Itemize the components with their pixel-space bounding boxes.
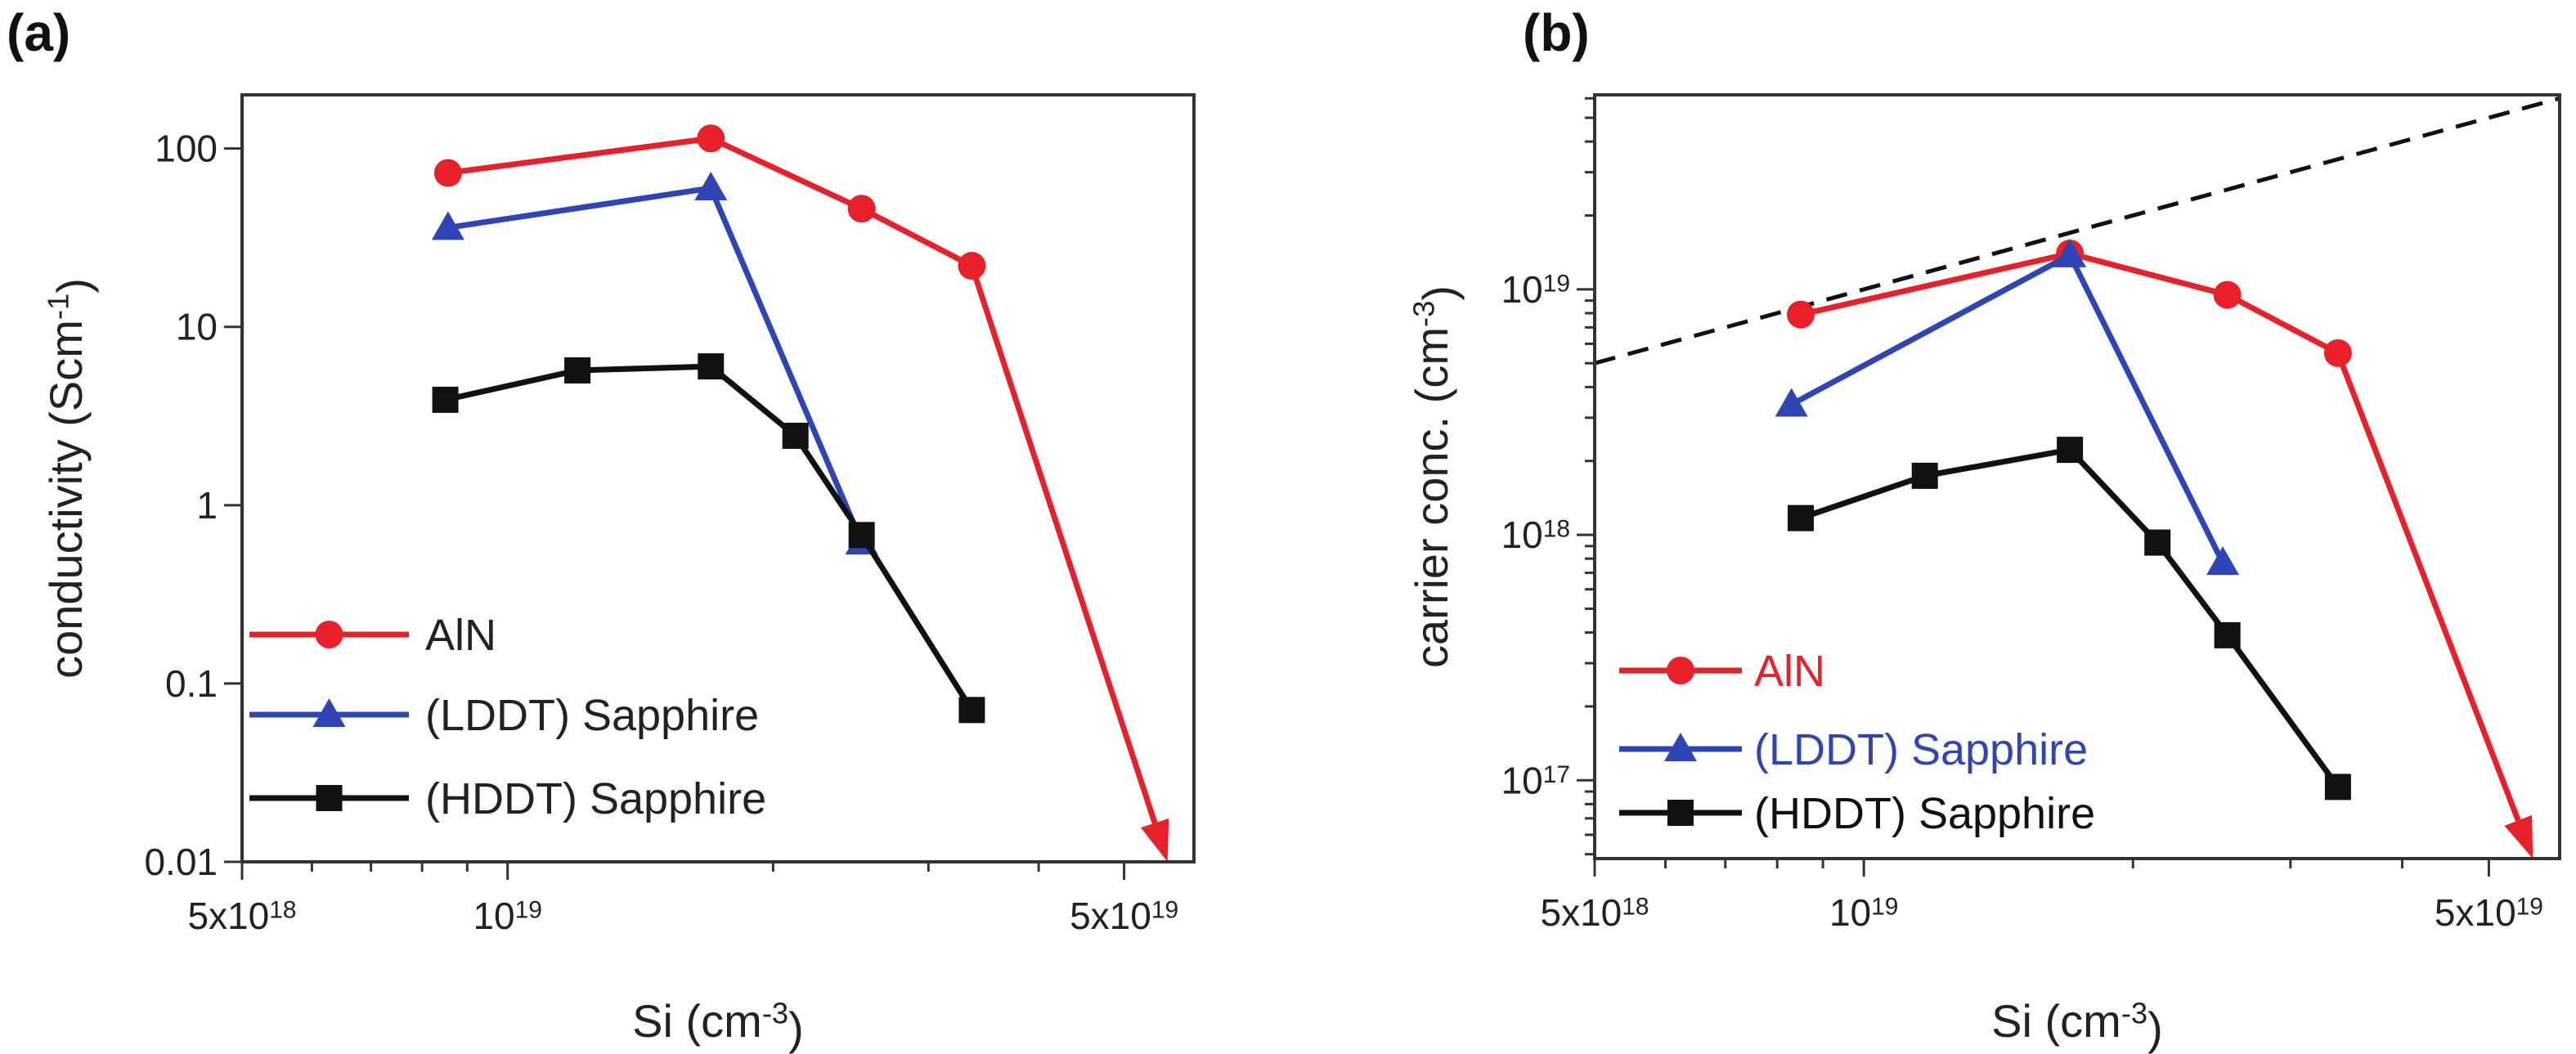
x-tick-label: 5x1018 xyxy=(1541,891,1649,934)
data-point xyxy=(958,697,985,724)
legend-item: (LDDT) Sapphire xyxy=(249,691,759,740)
series-hddt xyxy=(432,353,985,724)
legend-label: (LDDT) Sapphire xyxy=(425,691,759,740)
legend-marker xyxy=(1667,657,1694,684)
x-tick-label: 1019 xyxy=(473,895,541,937)
data-point xyxy=(2214,621,2241,648)
panel-label: (a) xyxy=(7,3,70,62)
series-arrow-head xyxy=(2504,814,2533,859)
data-point xyxy=(2053,238,2087,267)
y-tick-label: 10 xyxy=(176,306,218,348)
data-point xyxy=(2324,774,2351,801)
series-aln xyxy=(1786,240,2533,859)
series-line xyxy=(447,135,974,269)
legend-label: AlN xyxy=(425,611,496,660)
x-tick-label: 5x1019 xyxy=(1070,895,1178,937)
legend: AlN (LDDT) Sapphire (HDDT) Sapphire xyxy=(1619,647,2095,838)
data-point xyxy=(1786,300,1815,329)
series-lddt xyxy=(1775,238,2240,576)
legend-label: AlN xyxy=(1754,647,1825,696)
data-point xyxy=(2323,339,2352,367)
data-point xyxy=(698,353,725,380)
data-point xyxy=(433,159,462,187)
y-tick-label: 100 xyxy=(155,128,218,170)
y-tick-label: 1017 xyxy=(1501,759,1570,801)
data-point xyxy=(694,172,728,201)
plot-frame xyxy=(1593,93,2561,860)
legend-item: (HDDT) Sapphire xyxy=(249,774,766,823)
legend-marker xyxy=(1664,733,1697,761)
legend-item: AlN xyxy=(1619,647,1825,696)
data-point xyxy=(1775,388,1808,417)
series-line xyxy=(447,185,864,544)
data-point xyxy=(432,386,459,413)
series-lddt xyxy=(431,172,878,555)
data-point xyxy=(782,422,809,449)
data-point xyxy=(431,211,464,240)
legend-marker xyxy=(315,621,343,648)
legend: AlN (LDDT) Sapphire (HDDT) Sapphire xyxy=(249,611,766,823)
series-arrow-line xyxy=(2335,352,2521,822)
x-tick-label: 1019 xyxy=(1829,891,1898,934)
legend-marker xyxy=(316,785,343,811)
y-tick-label: 1 xyxy=(196,484,218,527)
series-line xyxy=(444,363,975,712)
legend-item: (LDDT) Sapphire xyxy=(1619,725,2088,774)
series-line xyxy=(1799,446,2340,789)
chart-panel-b: (b) 5x1018 1019 5x1019 1017 1018 1019 Si (cm-3)… xyxy=(1406,3,2561,1054)
y-tick-label: 0.1 xyxy=(165,662,218,705)
panel-label: (b) xyxy=(1523,3,1590,62)
legend-marker xyxy=(1667,800,1694,826)
y-axis-label: carrier conc. (cm-3) xyxy=(1406,285,1465,668)
chart-panel-a: (a) 5x1018 1019 5x1019 0.01 0.1 1 10 100 Si (cm-3… xyxy=(7,3,1196,1054)
y-tick-label: 1019 xyxy=(1501,268,1570,311)
data-point xyxy=(2213,280,2242,309)
data-point xyxy=(2206,546,2240,576)
plot-frame xyxy=(240,93,1196,863)
data-point xyxy=(848,522,875,549)
x-axis-label: Si (cm-3) xyxy=(632,995,804,1054)
data-point xyxy=(2057,437,2084,464)
y-tick-label: 0.01 xyxy=(144,841,218,883)
legend-item: (HDDT) Sapphire xyxy=(1619,789,2095,838)
data-point xyxy=(1911,462,1938,489)
data-point xyxy=(1787,505,1814,531)
series-hddt xyxy=(1787,437,2351,801)
y-tick-label: 1018 xyxy=(1501,514,1570,556)
legend-label: (LDDT) Sapphire xyxy=(1754,725,2088,774)
legend-label: (HDDT) Sapphire xyxy=(425,774,766,823)
data-point xyxy=(564,357,591,383)
series-arrow-line xyxy=(969,264,1158,824)
x-tick-label: 5x1018 xyxy=(188,895,297,937)
x-axis-label: Si (cm-3) xyxy=(1991,995,2163,1054)
reference-line-dashed xyxy=(1595,96,2560,366)
legend-item: AlN xyxy=(249,611,496,660)
data-point xyxy=(2144,529,2171,556)
data-point xyxy=(697,124,725,153)
series-line xyxy=(1800,250,2340,356)
series-aln xyxy=(433,124,1169,862)
y-axis-label: conductivity (Scm-1) xyxy=(40,278,99,679)
x-tick-label: 5x1019 xyxy=(2435,891,2543,934)
data-point xyxy=(847,195,876,223)
data-point xyxy=(958,252,986,280)
legend-marker xyxy=(312,698,346,727)
series-arrow-head xyxy=(1140,818,1169,862)
legend-label: (HDDT) Sapphire xyxy=(1754,789,2095,838)
